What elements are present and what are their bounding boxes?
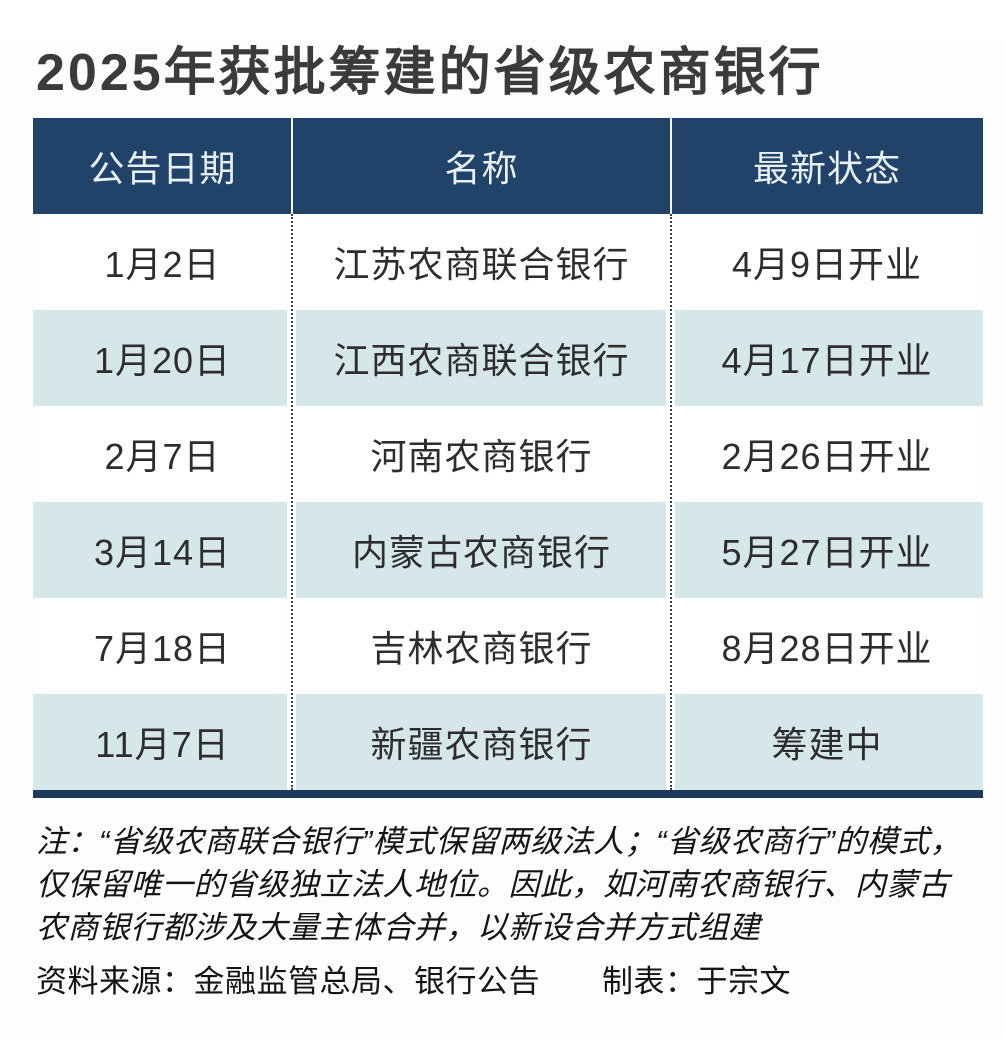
cell-status: 2月26日开业: [721, 436, 933, 478]
cell-status: 筹建中: [771, 724, 883, 766]
table-row: 3月14日 内蒙古农商银行 5月27日开业: [33, 502, 983, 599]
header-column-divider: [670, 118, 672, 215]
bank-table: 公告日期 名称 最新状态 1月2日 江苏农商联合银行 4月9日开业 1月20日 …: [33, 118, 983, 799]
cell-bank-name: 江苏农商联合银行: [333, 244, 630, 286]
cell-bank-name: 新疆农商银行: [370, 724, 593, 766]
column-header-name: 名称: [444, 148, 519, 190]
table-row: 1月20日 江西农商联合银行 4月17日开业: [33, 310, 983, 407]
header-column-divider: [291, 118, 293, 215]
table-row: 11月7日 新疆农商银行 筹建中: [33, 694, 983, 791]
column-header-announce-date: 公告日期: [88, 148, 237, 190]
dotted-line: [290, 214, 293, 791]
cell-status: 5月27日开业: [721, 532, 933, 574]
body-column-divider-dotted: [666, 214, 675, 791]
body-column-divider-dotted: [287, 214, 296, 791]
footnote: 注：“省级农商联合银行”模式保留两级法人；“省级农商行”的模式， 仅保留唯一的省…: [36, 824, 962, 946]
cell-status: 4月9日开业: [731, 244, 923, 286]
cell-bank-name: 河南农商银行: [370, 436, 593, 478]
cell-announce-date: 2月7日: [104, 436, 221, 478]
cell-bank-name: 内蒙古农商银行: [351, 532, 611, 574]
cell-status: 4月17日开业: [721, 340, 933, 382]
cell-announce-date: 1月2日: [104, 244, 221, 286]
source-row: 资料来源：金融监管总局、银行公告 制表：于宗文: [36, 956, 986, 1001]
table-row: 7月18日 吉林农商银行 8月28日开业: [33, 598, 983, 695]
cell-announce-date: 11月7日: [95, 724, 230, 766]
credit-label: 制表：于宗文: [602, 964, 791, 1000]
dotted-line: [669, 214, 672, 791]
source-label: 资料来源：金融监管总局、银行公告: [36, 964, 540, 1000]
cell-announce-date: 7月18日: [93, 628, 232, 670]
column-header-status: 最新状态: [752, 148, 901, 190]
table-row: 2月7日 河南农商银行 2月26日开业: [33, 406, 983, 503]
cell-bank-name: 江西农商联合银行: [333, 340, 630, 382]
table-row: 1月2日 江苏农商联合银行 4月9日开业: [33, 214, 983, 311]
cell-status: 8月28日开业: [721, 628, 933, 670]
cell-announce-date: 1月20日: [93, 340, 232, 382]
cell-bank-name: 吉林农商银行: [370, 628, 593, 670]
page-title: 2025年获批筹建的省级农商银行: [36, 44, 824, 102]
table-header-row: 公告日期 名称 最新状态: [33, 118, 983, 215]
infographic-page: 2025年获批筹建的省级农商银行 公告日期 名称 最新状态 1月2日 江苏农商联…: [0, 44, 1006, 1039]
cell-announce-date: 3月14日: [93, 532, 232, 574]
